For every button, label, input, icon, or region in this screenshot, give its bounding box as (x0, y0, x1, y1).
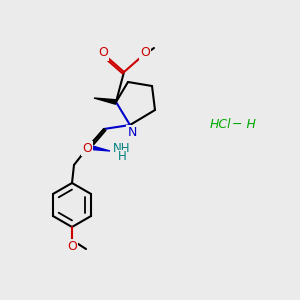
Polygon shape (88, 145, 110, 151)
Text: − H: − H (228, 118, 256, 131)
Text: O: O (67, 239, 77, 253)
Text: O: O (140, 46, 150, 59)
Text: HCl: HCl (210, 118, 232, 131)
Text: NH: NH (113, 142, 131, 154)
Polygon shape (94, 98, 116, 104)
Text: O: O (98, 46, 108, 59)
Text: O: O (82, 142, 92, 154)
Text: N: N (127, 125, 137, 139)
Text: H: H (118, 151, 126, 164)
